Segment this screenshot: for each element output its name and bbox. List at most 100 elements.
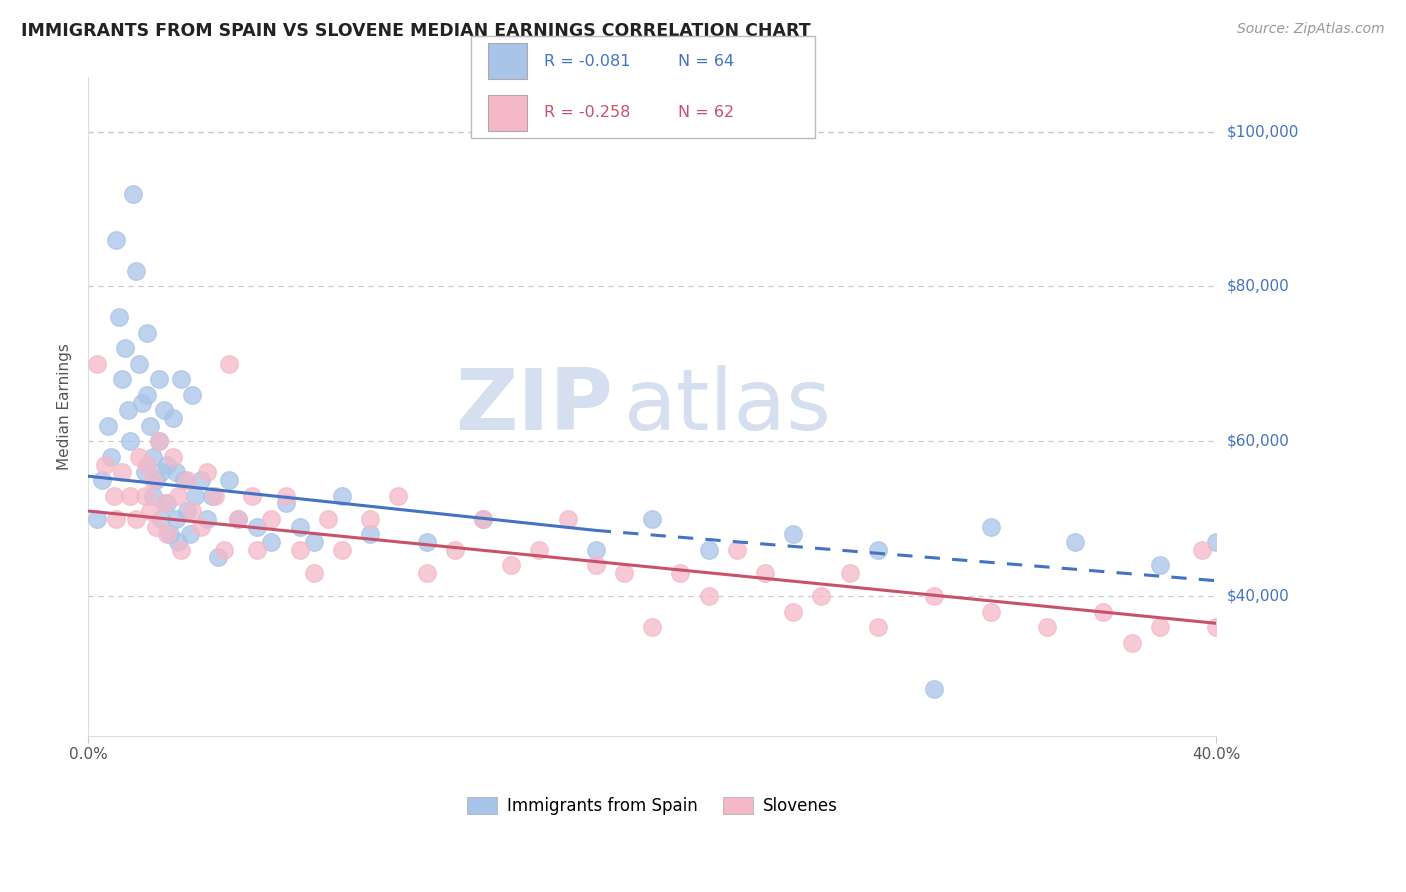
Point (111, 466, 134, 480)
Point (316, 512, 339, 526)
Point (162, 411, 184, 425)
Point (86, 512, 108, 526)
Point (240, 489, 263, 503)
Point (134, 489, 156, 503)
Point (105, 233, 128, 247)
Point (1092, 605, 1115, 619)
Point (173, 473, 195, 487)
Point (128, 450, 150, 464)
Point (153, 403, 176, 417)
Text: N = 64: N = 64 (678, 54, 734, 69)
Point (1121, 635, 1143, 649)
Point (725, 542, 748, 557)
Point (866, 542, 889, 557)
Text: atlas: atlas (624, 365, 832, 448)
Point (136, 458, 159, 472)
Point (246, 519, 269, 533)
Point (165, 512, 187, 526)
Point (288, 519, 311, 533)
Point (139, 504, 162, 518)
Point (443, 542, 465, 557)
Point (190, 519, 212, 533)
Point (195, 466, 218, 480)
Point (170, 372, 193, 386)
Point (139, 418, 162, 433)
Point (359, 512, 381, 526)
Point (669, 566, 692, 580)
Point (156, 527, 179, 541)
Point (125, 512, 148, 526)
Point (260, 535, 283, 549)
Point (641, 620, 664, 634)
Text: R = -0.081: R = -0.081 (544, 54, 631, 69)
Point (159, 527, 181, 541)
Point (201, 489, 224, 503)
Point (866, 620, 889, 634)
Point (111, 372, 134, 386)
Point (302, 535, 325, 549)
Point (94, 458, 117, 472)
Point (162, 450, 184, 464)
Point (117, 403, 139, 417)
Point (415, 566, 437, 580)
Point (195, 512, 218, 526)
Point (179, 527, 201, 541)
Text: $60,000: $60,000 (1227, 434, 1291, 449)
Text: Source: ZipAtlas.com: Source: ZipAtlas.com (1237, 22, 1385, 37)
Text: IMMIGRANTS FROM SPAIN VS SLOVENE MEDIAN EARNINGS CORRELATION CHART: IMMIGRANTS FROM SPAIN VS SLOVENE MEDIAN … (21, 22, 811, 40)
Point (387, 489, 409, 503)
Point (501, 558, 523, 573)
Point (585, 542, 607, 557)
Point (782, 527, 804, 541)
Point (471, 512, 494, 526)
Point (1149, 620, 1171, 634)
Point (176, 504, 198, 518)
Point (922, 682, 945, 697)
Point (980, 605, 1002, 619)
Point (91, 473, 114, 487)
Point (557, 512, 579, 526)
Point (190, 473, 212, 487)
Point (246, 542, 269, 557)
Point (97, 418, 120, 433)
Point (156, 458, 179, 472)
Point (170, 542, 193, 557)
Point (145, 473, 167, 487)
Point (212, 542, 235, 557)
Point (226, 512, 249, 526)
Point (131, 395, 153, 409)
Point (165, 466, 187, 480)
Point (150, 512, 173, 526)
Point (302, 566, 325, 580)
Point (471, 512, 494, 526)
Point (1191, 542, 1213, 557)
Point (145, 519, 167, 533)
Y-axis label: Median Earnings: Median Earnings (58, 343, 72, 470)
Point (142, 489, 165, 503)
Point (142, 473, 165, 487)
Point (330, 489, 353, 503)
Point (529, 542, 551, 557)
Point (134, 466, 156, 480)
Text: $100,000: $100,000 (1227, 124, 1299, 139)
Text: $40,000: $40,000 (1227, 589, 1289, 604)
Point (136, 388, 159, 402)
Point (922, 589, 945, 603)
Point (148, 434, 170, 449)
Point (288, 542, 311, 557)
Point (148, 434, 170, 449)
Point (980, 519, 1002, 533)
Point (330, 542, 353, 557)
Point (181, 388, 204, 402)
Point (142, 450, 165, 464)
Point (260, 512, 283, 526)
Point (359, 527, 381, 541)
Point (120, 434, 142, 449)
Point (838, 566, 860, 580)
Text: R = -0.258: R = -0.258 (544, 105, 630, 120)
Point (613, 566, 636, 580)
Point (128, 357, 150, 371)
Text: $80,000: $80,000 (1227, 279, 1289, 294)
Point (1205, 620, 1227, 634)
Point (810, 589, 832, 603)
